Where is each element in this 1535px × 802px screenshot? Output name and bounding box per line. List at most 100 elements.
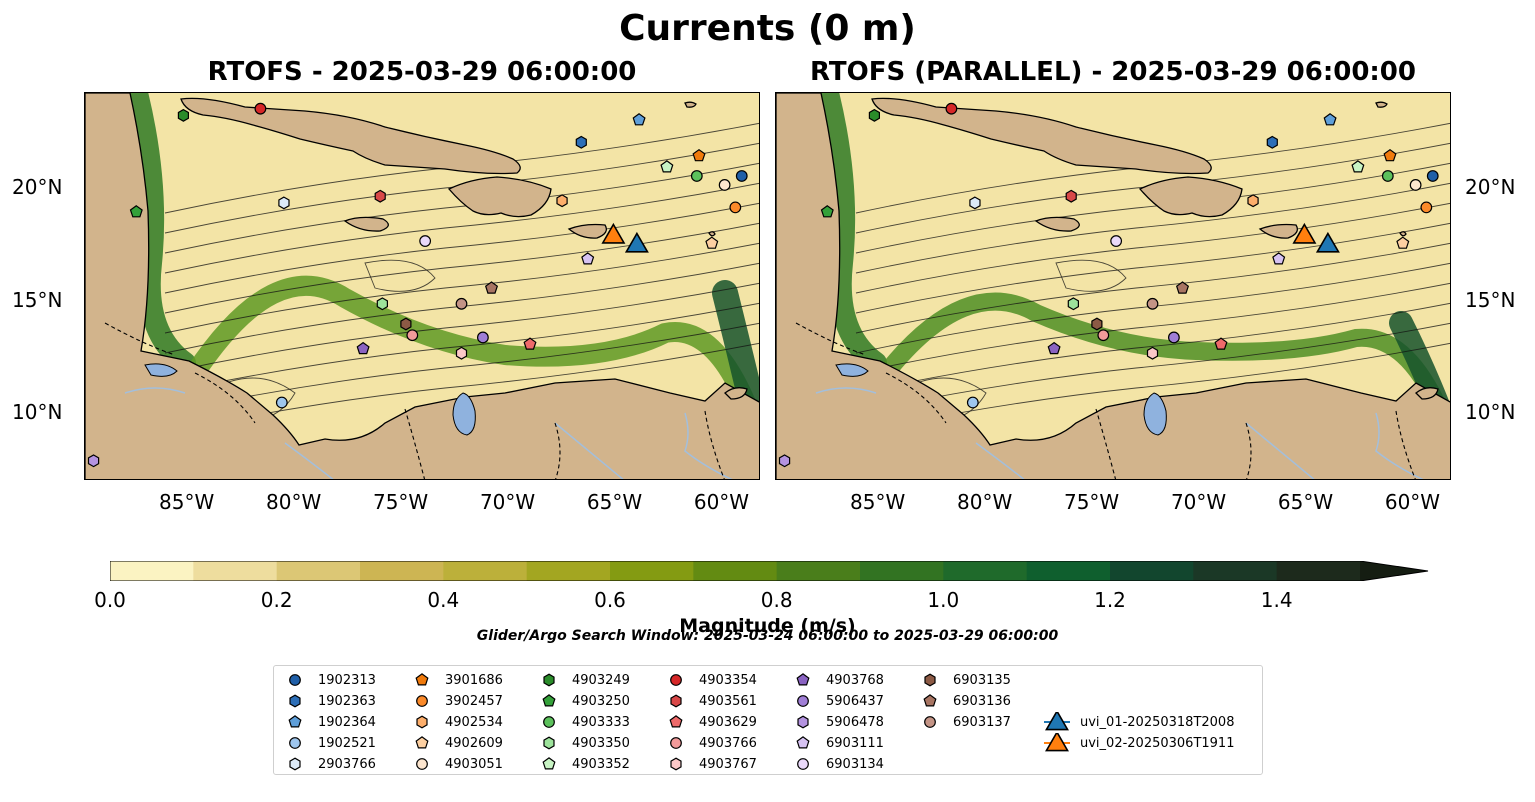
float-marker-uvi_02-20250306T1911	[1292, 222, 1317, 244]
streamline	[164, 242, 759, 334]
circle-marker-icon	[670, 737, 682, 749]
hexagon-marker-icon	[797, 715, 809, 729]
float-marker-1902364	[632, 113, 646, 126]
legend: 1902313 1902363 1902364 1902521 2903766 39016…	[273, 665, 1263, 775]
legend-entry: 6903111	[790, 733, 884, 753]
float-marker-uvi_02-20250306T1911	[601, 222, 626, 244]
legend-entry: 5906437	[790, 691, 884, 711]
pentagon-marker	[415, 673, 429, 686]
colorbar-segment	[1276, 561, 1361, 581]
streamline	[164, 162, 759, 254]
river	[975, 442, 1025, 479]
pentagon-marker	[796, 736, 810, 749]
lon-tick-label: 60°W	[693, 490, 750, 514]
legend-label: 1902363	[318, 693, 376, 709]
country-border	[404, 408, 426, 479]
circle-marker	[416, 695, 428, 707]
legend-label: 6903111	[826, 735, 884, 751]
legend-label: 5906478	[826, 714, 884, 730]
streamline	[855, 142, 1450, 234]
colorbar-segment	[776, 561, 861, 581]
panel-title-rtofs: RTOFS - 2025-03-29 06:00:00	[207, 57, 637, 87]
lon-tick-label: 85°W	[159, 490, 215, 514]
circle-marker	[416, 758, 428, 770]
colorbar-segment	[526, 561, 611, 581]
legend-entry: 3901686	[409, 670, 503, 690]
float-marker-3901686	[1383, 148, 1397, 162]
hexagon-marker-icon	[289, 757, 301, 771]
legend-entry: 2903766	[282, 754, 376, 774]
colorbar-tick-label: 0.6	[594, 588, 626, 612]
float-marker-6903134	[419, 235, 432, 247]
legend-label: 6903134	[826, 756, 884, 772]
float-marker-4903767	[1146, 346, 1159, 360]
triangle-marker	[1045, 733, 1069, 752]
legend-label: 4903561	[699, 693, 757, 709]
legend-label: 4903629	[699, 714, 757, 730]
triangle-marker-icon	[1044, 733, 1070, 752]
country-border	[104, 322, 176, 356]
streamline	[164, 202, 759, 294]
panel-title-rtofs-parallel: RTOFS (PARALLEL) - 2025-03-29 06:00:00	[810, 57, 1416, 87]
pentagon-marker	[923, 694, 937, 707]
legend-label: 5906437	[826, 693, 884, 709]
land-mass	[1138, 176, 1243, 218]
pentagon-marker-icon	[415, 673, 429, 686]
current-speed-band	[126, 93, 196, 374]
float-marker-4903352	[660, 160, 674, 173]
legend-entry: 1902313	[282, 670, 376, 690]
colorbar-segment	[193, 561, 278, 581]
hexagon-marker	[289, 694, 301, 708]
float-marker-4902534	[1247, 194, 1259, 208]
land-mass	[776, 93, 1450, 479]
hexagon-marker	[416, 715, 428, 729]
legend-label: 4903333	[572, 714, 630, 730]
float-marker-4903250	[129, 205, 143, 218]
float-marker-5906478	[87, 454, 100, 468]
legend-label: 4903250	[572, 693, 630, 709]
colorbar-tick-label: 0.8	[760, 588, 793, 612]
colorbar-tick-label: 1.0	[927, 588, 960, 612]
pentagon-marker-icon	[796, 673, 810, 686]
land-mass	[567, 223, 608, 239]
land-mass	[871, 97, 1212, 175]
colorbar-segment	[110, 561, 194, 581]
land-mass	[1415, 387, 1439, 400]
country-border	[1395, 410, 1416, 479]
float-marker-6903111	[581, 252, 595, 265]
float-marker-6903135	[400, 317, 412, 331]
circle-marker	[289, 674, 301, 686]
current-map-svg	[776, 93, 1450, 479]
current-speed-band	[817, 93, 887, 374]
country-border	[704, 410, 725, 479]
legend-label: 1902521	[318, 735, 376, 751]
lon-tick-label: 65°W	[586, 490, 643, 514]
pentagon-marker	[288, 715, 302, 728]
lat-tick-label-left: 10°N	[12, 399, 63, 424]
pentagon-marker	[415, 736, 429, 749]
land-mass	[1399, 231, 1407, 237]
lon-tick-label: 65°W	[1277, 490, 1334, 514]
lat-tick-label-right: 20°N	[1465, 175, 1516, 200]
float-marker-4903629	[523, 337, 537, 350]
colorbar-tick-label: 1.2	[1094, 588, 1126, 612]
pentagon-marker-icon	[923, 694, 937, 707]
circle-marker-icon	[924, 716, 936, 728]
river	[124, 387, 186, 394]
hexagon-marker-icon	[670, 757, 682, 771]
pentagon-marker	[542, 694, 556, 707]
legend-entry: 6903135	[917, 670, 1011, 690]
legend-entry: 4902609	[409, 733, 503, 753]
colorbar-extend-arrow	[1360, 561, 1428, 581]
colorbar-segment	[1193, 561, 1278, 581]
legend-label: 6903137	[953, 714, 1011, 730]
colorbar-tick-label: 1.4	[1260, 588, 1293, 612]
river	[284, 442, 334, 479]
pentagon-marker-icon	[415, 736, 429, 749]
float-marker-4903051	[718, 179, 731, 191]
colorbar-segment	[276, 561, 361, 581]
hexagon-marker-icon	[543, 736, 555, 750]
legend-entry: 4903354	[663, 670, 757, 690]
streamline	[364, 259, 436, 292]
circle-marker-icon	[797, 695, 809, 707]
